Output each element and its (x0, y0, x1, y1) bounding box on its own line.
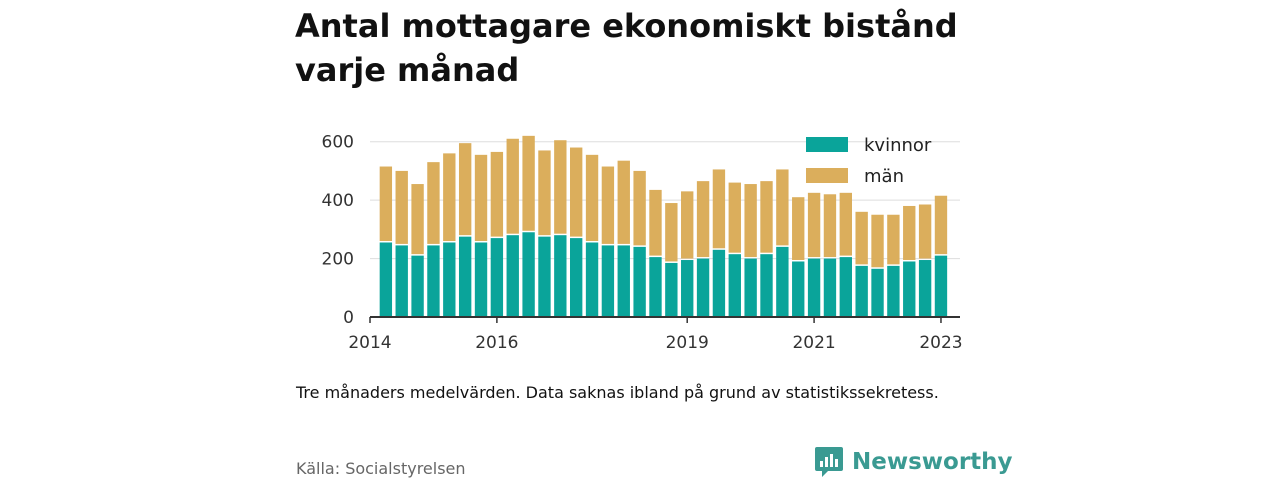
bar-män (918, 204, 932, 259)
bar-kvinnor (554, 235, 567, 317)
bar-kvinnor (395, 245, 408, 317)
bar-män (776, 169, 789, 246)
bar-kvinnor (458, 236, 472, 317)
bar-män (807, 192, 821, 258)
newsworthy-logo-icon (815, 447, 843, 477)
y-tick-label: 200 (322, 250, 354, 270)
bar-kvinnor (776, 246, 789, 317)
x-ticks: 2014 2016 2019 2021 2023 (348, 317, 963, 353)
x-tick-label: 2016 (475, 333, 518, 353)
bar-kvinnor (474, 242, 488, 317)
legend-swatch (806, 137, 848, 152)
bar-män (538, 150, 551, 236)
bar-män (839, 192, 852, 256)
y-tick-label: 400 (322, 191, 354, 211)
bar-kvinnor (633, 246, 646, 317)
bar-män (696, 181, 710, 258)
bar-män (744, 184, 757, 258)
bar-kvinnor (538, 236, 551, 317)
bar-män (665, 203, 678, 262)
bar-män (934, 195, 948, 255)
x-tick-label: 2014 (348, 333, 391, 353)
bar-män (871, 214, 884, 268)
bar-män (522, 135, 535, 231)
bar-kvinnor (490, 238, 504, 317)
bar-män (506, 138, 519, 234)
bar-kvinnor (681, 260, 694, 317)
bar-kvinnor (823, 258, 837, 317)
brand-logo: Newsworthy (814, 444, 1013, 480)
bars (379, 135, 948, 317)
chart-note: Tre månaders medelvärden. Data saknas ib… (296, 383, 939, 402)
bar-kvinnor (918, 260, 932, 317)
bar-kvinnor (617, 245, 630, 317)
bar-kvinnor (506, 235, 519, 317)
bar-kvinnor (696, 258, 710, 317)
bar-kvinnor (427, 245, 440, 317)
bar-män (792, 197, 805, 260)
bar-kvinnor (807, 258, 821, 317)
legend: kvinnor män (806, 135, 932, 187)
x-tick-label: 2023 (919, 333, 962, 353)
bar-män (427, 162, 440, 244)
legend-label: kvinnor (864, 135, 932, 156)
bar-män (395, 170, 408, 244)
bar-män (379, 166, 393, 241)
bar-män (728, 182, 741, 253)
bar-kvinnor (792, 261, 805, 317)
bar-män (411, 184, 424, 255)
bar-kvinnor (712, 249, 726, 317)
bar-män (887, 214, 900, 265)
bar-kvinnor (728, 254, 741, 317)
bar-män (855, 211, 868, 265)
bar-män (649, 189, 662, 256)
bar-kvinnor (649, 257, 662, 317)
bar-män (443, 153, 456, 241)
bar-kvinnor (665, 262, 678, 317)
bar-kvinnor (887, 265, 900, 317)
y-tick-label: 0 (343, 308, 354, 328)
bar-män (490, 151, 504, 237)
bar-kvinnor (855, 265, 868, 317)
bar-kvinnor (839, 257, 852, 317)
x-tick-label: 2021 (792, 333, 835, 353)
bar-män (760, 181, 773, 253)
bar-män (458, 143, 472, 236)
bar-män (554, 140, 567, 234)
bar-män (601, 166, 615, 244)
bar-kvinnor (871, 268, 884, 317)
bar-män (617, 160, 630, 244)
bar-män (474, 154, 488, 241)
bar-kvinnor (744, 258, 757, 317)
legend-swatch (806, 168, 848, 183)
brand-name: Newsworthy (852, 449, 1013, 475)
source-text: Källa: Socialstyrelsen (296, 459, 466, 478)
bar-kvinnor (569, 238, 583, 317)
bar-kvinnor (934, 255, 948, 317)
bar-kvinnor (522, 232, 535, 317)
bar-kvinnor (601, 245, 615, 317)
bar-män (585, 154, 599, 241)
x-tick-label: 2019 (666, 333, 709, 353)
bar-män (633, 170, 646, 246)
chart-title: Antal mottagare ekonomiskt bistånd varje… (295, 7, 958, 89)
bar-kvinnor (379, 242, 393, 317)
y-ticks: 0 200 400 600 (322, 133, 354, 328)
y-tick-label: 600 (322, 133, 354, 153)
bar-kvinnor (585, 242, 599, 317)
legend-label: män (864, 166, 904, 187)
bar-kvinnor (903, 261, 916, 317)
bar-män (903, 205, 916, 260)
bar-män (712, 169, 726, 249)
bar-kvinnor (443, 242, 456, 317)
bar-män (681, 191, 694, 259)
bar-män (569, 147, 583, 237)
bar-kvinnor (760, 254, 773, 317)
bar-män (823, 194, 837, 258)
bar-kvinnor (411, 255, 424, 317)
